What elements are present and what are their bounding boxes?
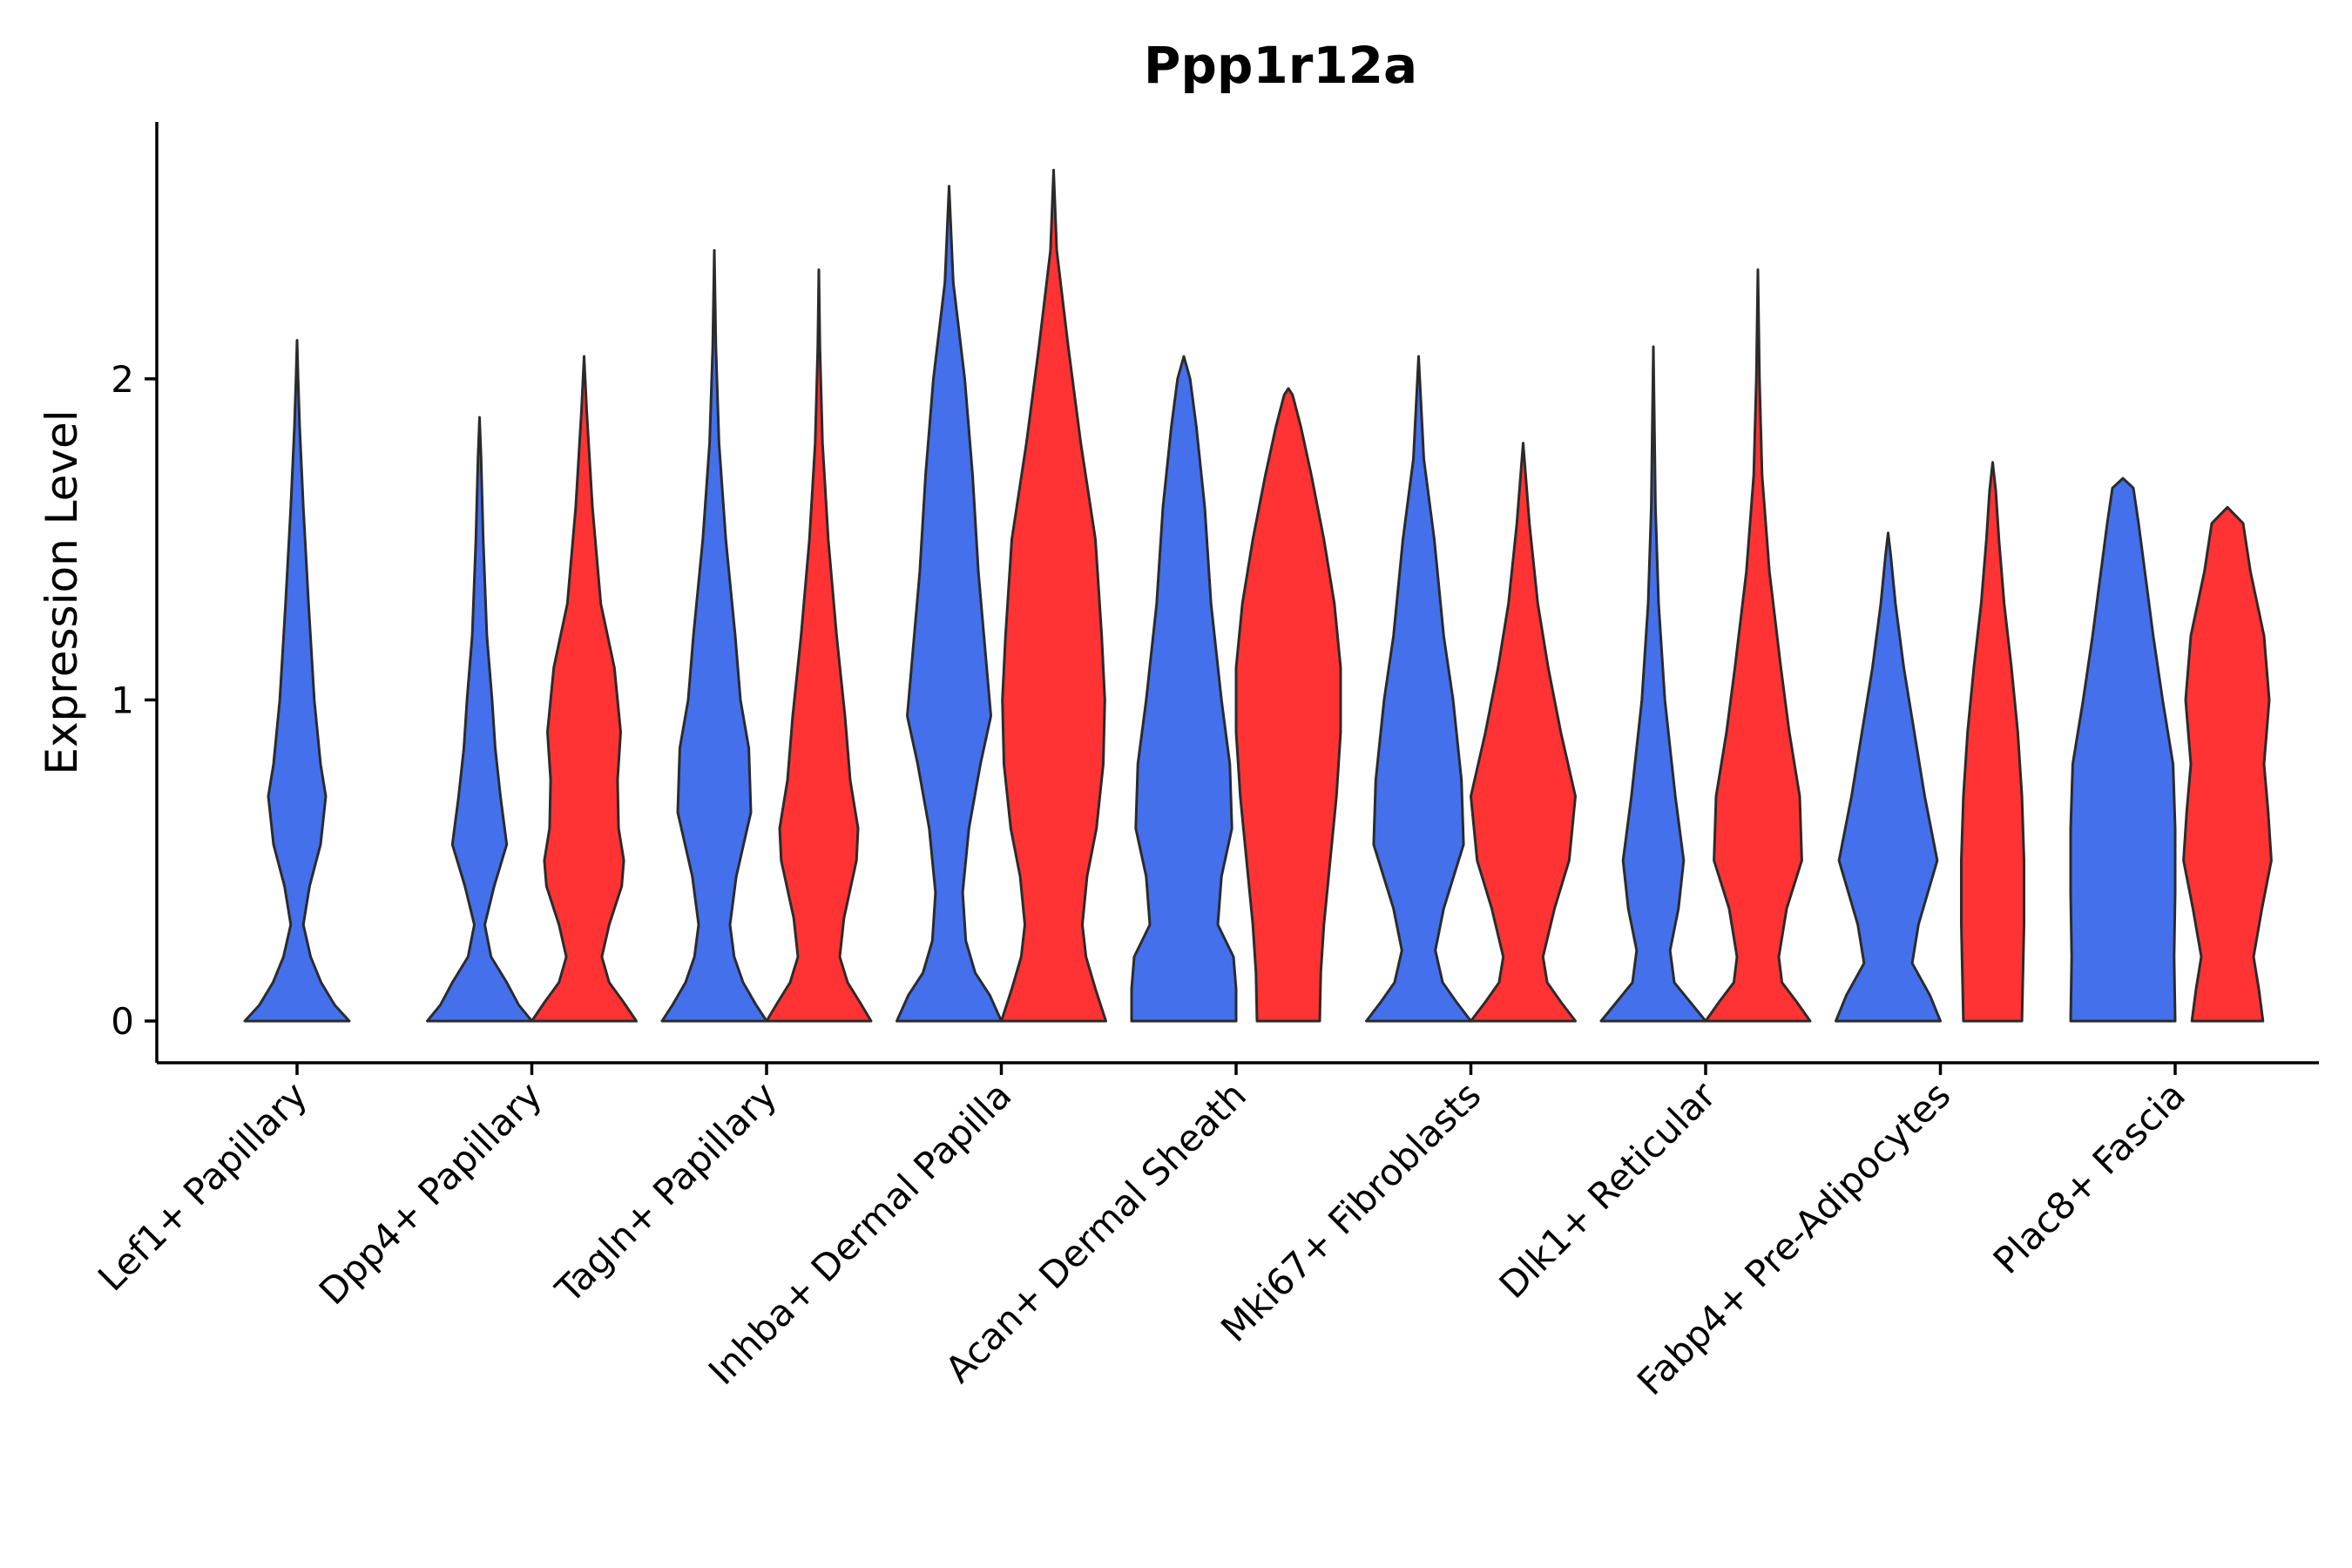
x-tick-label-plac8-fascia: Plac8+ Fascia — [1985, 1073, 2193, 1281]
violin-blue-mki67-fibroblasts — [1365, 355, 1472, 1023]
violin-red-plac8-fascia — [2182, 505, 2273, 1023]
violin-red-mki67-fibroblasts — [1470, 442, 1577, 1023]
x-tick-label-dpp4-papillary: Dpp4+ Papillary — [311, 1073, 551, 1313]
x-tick-label-mki67-fibroblasts: Mki67+ Fibroblasts — [1213, 1073, 1489, 1349]
y-tick-label: 2 — [111, 358, 134, 401]
violin-blue-lef1-papillary — [243, 339, 351, 1023]
x-tick-label-lef1-papillary: Lef1+ Papillary — [90, 1073, 315, 1299]
violin-red-dpp4-papillary — [531, 355, 638, 1023]
x-tick-label-tagln-papillary: Tagln+ Papillary — [547, 1073, 785, 1311]
violin-red-tagln-papillary — [765, 268, 873, 1023]
y-axis-label: Expression Level — [37, 409, 87, 774]
x-tick-label-dlk1-reticular: Dlk1+ Reticular — [1491, 1073, 1725, 1307]
violin-blue-acan-dermal-sheath — [1130, 355, 1238, 1023]
violin-red-inhba-dermal-papilla — [1000, 168, 1107, 1023]
violin-layer — [243, 168, 2273, 1023]
violin-red-acan-dermal-sheath — [1234, 387, 1342, 1023]
violin-red-dlk1-reticular — [1704, 268, 1812, 1023]
violin-blue-plac8-fascia — [2069, 476, 2177, 1023]
violin-blue-inhba-dermal-papilla — [896, 185, 1003, 1023]
chart-title: Ppp1r12a — [1144, 36, 1417, 95]
y-tick-label: 1 — [111, 679, 134, 721]
violin-red-fabp4-pre-adipocytes — [1960, 461, 2025, 1023]
violin-blue-dpp4-papillary — [426, 416, 533, 1023]
violin-blue-tagln-papillary — [660, 248, 768, 1023]
y-ticks: 0 1 2 — [111, 358, 157, 1043]
y-tick-label: 0 — [111, 1000, 134, 1043]
violin-blue-fabp4-pre-adipocytes — [1835, 531, 1942, 1023]
violin-blue-dlk1-reticular — [1599, 345, 1707, 1023]
